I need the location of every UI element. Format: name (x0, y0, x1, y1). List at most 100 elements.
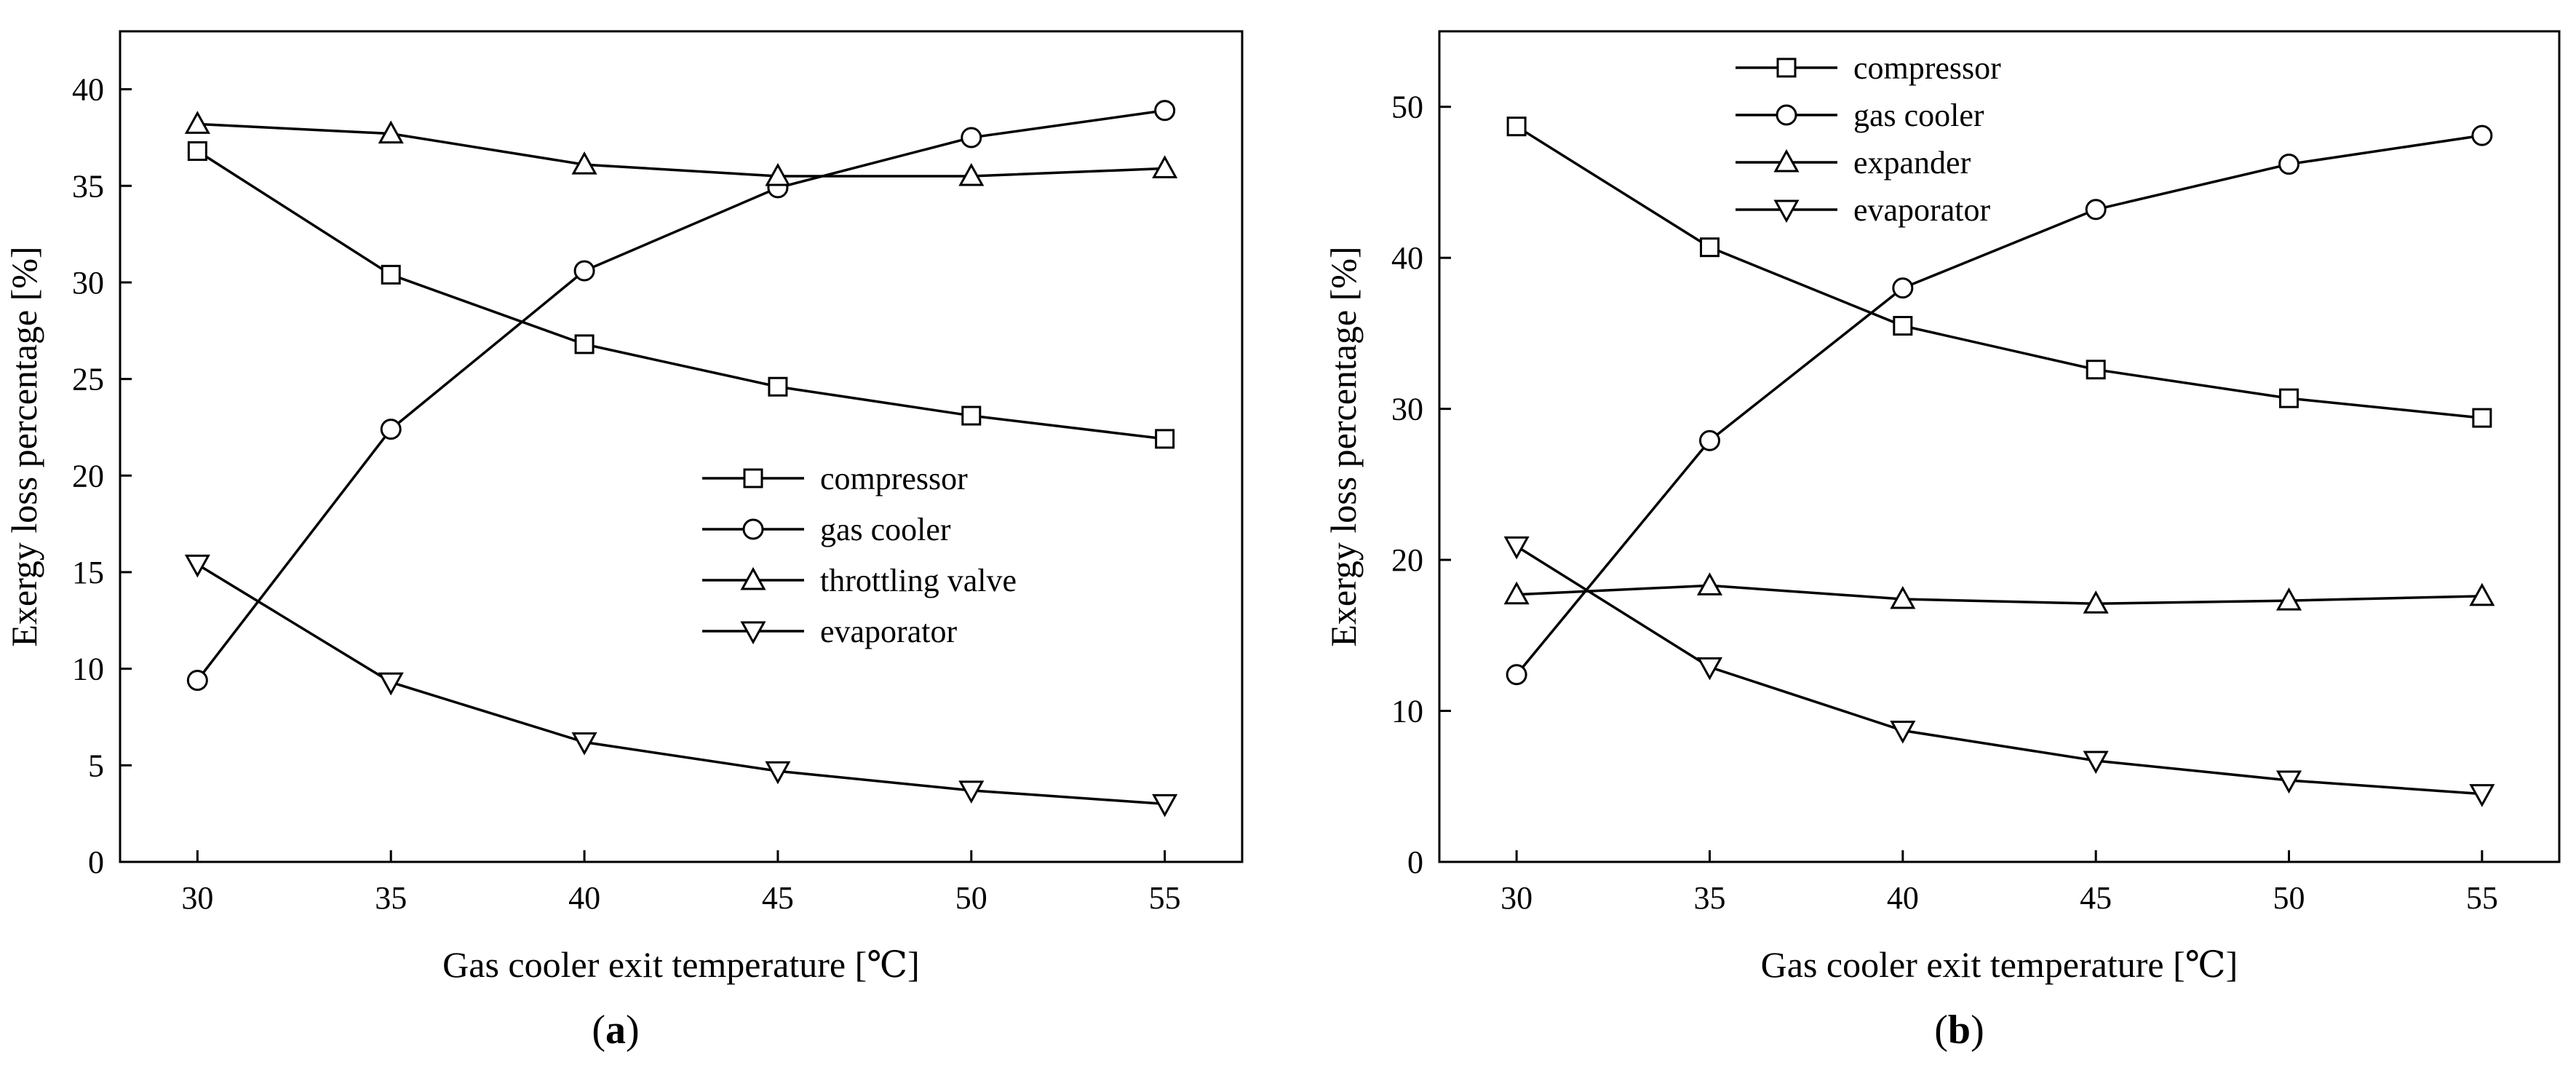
legend-label: gas cooler (820, 512, 951, 547)
panel-label: (a) (592, 1007, 639, 1053)
legend-label: evaporator (1853, 192, 1990, 228)
plot-frame (119, 30, 1244, 863)
legend-marker (1773, 199, 1800, 223)
x-tick-label: 55 (1149, 880, 1181, 916)
series-line (196, 150, 1165, 440)
data-point (1696, 572, 1723, 595)
x-tick-label: 35 (1693, 880, 1725, 916)
data-point (958, 780, 985, 804)
data-point (184, 111, 210, 134)
series-compressor (187, 141, 1175, 449)
x-tick-label: 40 (1887, 880, 1919, 916)
data-point (1503, 581, 1530, 605)
data-point (2275, 587, 2302, 611)
data-point (187, 141, 207, 162)
series-evaporator (1503, 536, 2495, 807)
series-evaporator (184, 554, 1178, 817)
chart-panel-a: 30 35 40 45 50 55 0 5 10 15 20 25 30 35 40 Gas cooler e… (4, 30, 1244, 1053)
legend-marker (742, 518, 764, 540)
y-tick-label: 20 (1391, 542, 1423, 578)
data-point (378, 120, 404, 144)
series-gas-cooler (1506, 124, 2493, 686)
data-point (958, 162, 985, 186)
data-point (381, 264, 401, 285)
data-point (1503, 536, 1530, 560)
y-tick-label: 40 (72, 72, 104, 108)
data-point (1699, 237, 1720, 258)
data-point (2278, 154, 2300, 175)
data-point (961, 405, 982, 426)
data-point (1890, 585, 1916, 609)
legend-marker (740, 566, 766, 590)
x-tick-label: 45 (2080, 880, 2112, 916)
series-gas-cooler (186, 100, 1176, 692)
series-line (196, 109, 1165, 681)
y-tick-label: 0 (88, 844, 104, 880)
data-point (1155, 429, 1175, 449)
data-point (1698, 429, 1720, 451)
data-point (1892, 277, 1914, 299)
legend: compressor gas cooler throttling valve evap… (702, 461, 1017, 649)
data-point (2469, 784, 2495, 807)
series-line (1516, 125, 2483, 419)
data-point (2469, 582, 2495, 606)
data-point (1890, 721, 1916, 744)
data-point (1696, 657, 1723, 681)
legend-marker (743, 468, 763, 488)
y-tick-label: 10 (1391, 694, 1423, 729)
panel-label: (b) (1934, 1007, 1984, 1053)
series-throttling-valve (184, 111, 1178, 186)
y-axis-title: Exergy loss percentage [%] (4, 246, 44, 646)
data-point (1154, 100, 1176, 122)
data-point (1506, 116, 1527, 137)
y-tick-label: 30 (1391, 392, 1423, 427)
x-tick-label: 30 (181, 880, 213, 916)
data-point (1152, 155, 1178, 178)
data-point (765, 761, 791, 785)
series-line (1515, 134, 2483, 676)
x-tick-label: 30 (1500, 880, 1533, 916)
data-point (1506, 664, 1527, 686)
y-tick-label: 35 (72, 168, 104, 204)
x-axis-title: Gas cooler exit temperature [℃] (442, 944, 920, 985)
series-line (1516, 584, 2482, 606)
data-point (961, 127, 982, 149)
data-point (574, 334, 595, 355)
x-tick-label: 45 (762, 880, 794, 916)
data-point (765, 162, 791, 186)
legend-label: throttling valve (820, 563, 1017, 598)
series-line (196, 563, 1165, 806)
legend-marker (740, 621, 766, 645)
series-compressor (1506, 116, 2492, 428)
data-point (184, 554, 210, 578)
y-tick-label: 30 (72, 265, 104, 301)
data-point (2275, 770, 2302, 794)
legend-label: evaporator (820, 614, 957, 649)
legend-marker (1776, 104, 1797, 126)
data-point (1152, 793, 1178, 817)
data-point (2279, 388, 2299, 408)
y-tick-label: 10 (72, 652, 104, 687)
x-axis-title: Gas cooler exit temperature [℃] (1761, 944, 2238, 985)
series-line (1516, 545, 2482, 796)
y-tick-label: 25 (72, 362, 104, 397)
x-tick-label: 55 (2466, 880, 2498, 916)
x-tick-label: 40 (568, 880, 600, 916)
x-tick-label: 50 (955, 880, 987, 916)
plot-frame (1438, 30, 2561, 863)
x-tick-label: 35 (375, 880, 407, 916)
y-tick-label: 40 (1391, 240, 1423, 276)
data-point (378, 672, 404, 696)
data-point (2083, 751, 2109, 775)
legend-label: expander (1853, 145, 1971, 181)
y-axis-title: Exergy loss percentage [%] (1323, 246, 1364, 646)
legend: compressor gas cooler expander evaporator (1736, 50, 2001, 228)
data-point (2085, 199, 2107, 221)
data-point (186, 670, 208, 692)
data-point (1893, 316, 1913, 336)
data-point (571, 151, 597, 175)
data-point (571, 732, 597, 756)
legend-label: compressor (1853, 50, 2001, 86)
